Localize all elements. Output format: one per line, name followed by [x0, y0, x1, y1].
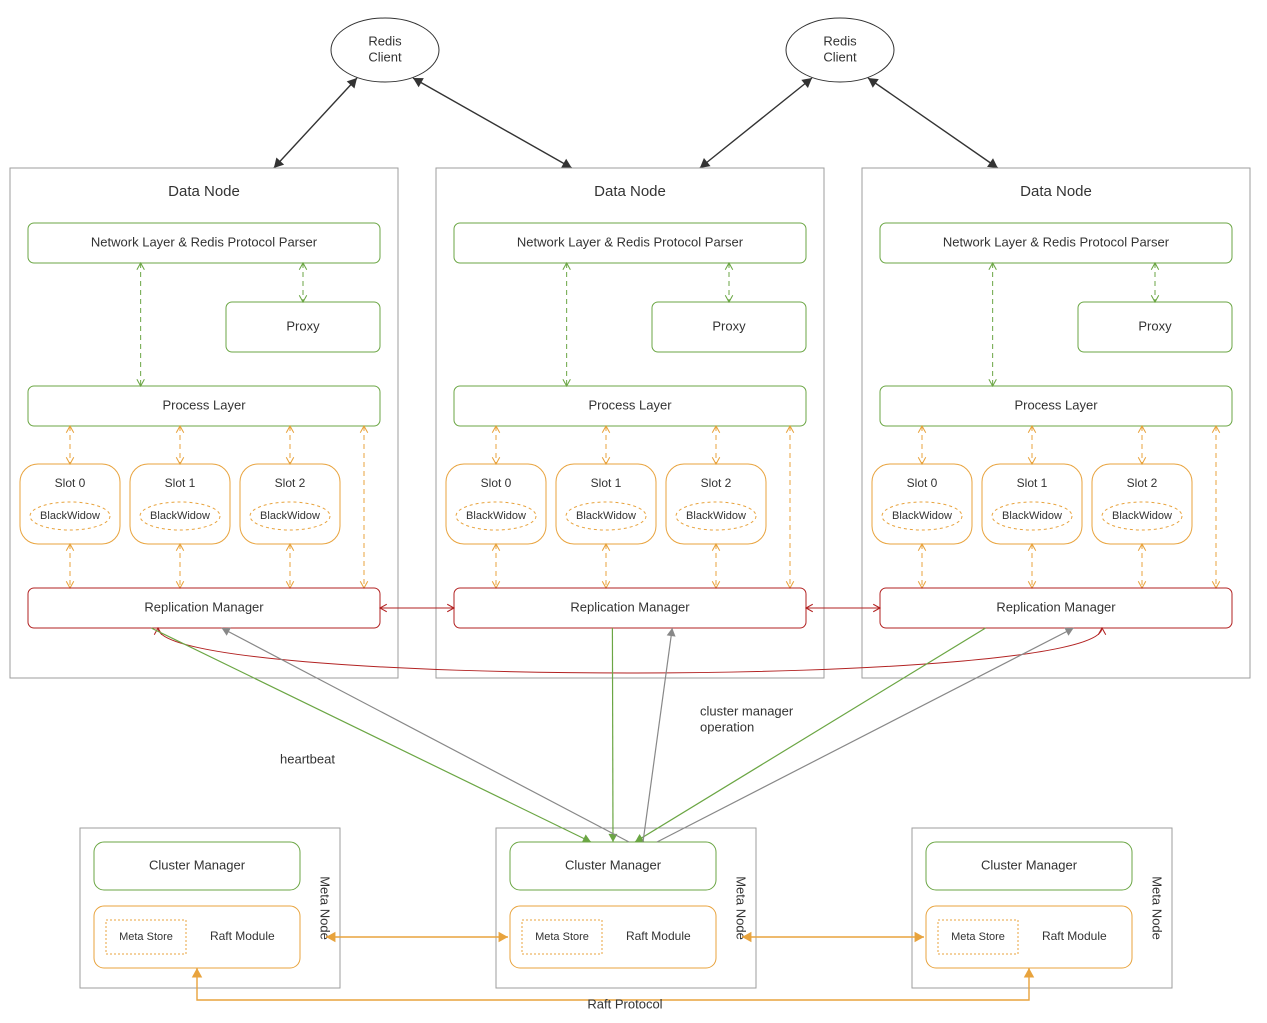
svg-text:Meta Node: Meta Node [1150, 876, 1165, 940]
svg-text:Data Node: Data Node [1020, 183, 1092, 200]
svg-text:BlackWidow: BlackWidow [686, 510, 746, 522]
svg-text:Cluster Manager: Cluster Manager [981, 857, 1078, 872]
svg-text:Replication Manager: Replication Manager [144, 599, 264, 614]
svg-text:Process Layer: Process Layer [588, 397, 672, 412]
svg-text:Redis: Redis [823, 33, 857, 48]
svg-text:Slot 2: Slot 2 [701, 476, 732, 490]
svg-text:operation: operation [700, 720, 754, 735]
svg-text:Replication Manager: Replication Manager [996, 599, 1116, 614]
svg-text:Meta Store: Meta Store [535, 931, 589, 943]
svg-text:BlackWidow: BlackWidow [1002, 510, 1062, 522]
svg-text:BlackWidow: BlackWidow [260, 510, 320, 522]
svg-text:Slot 0: Slot 0 [907, 476, 938, 490]
svg-text:Slot 1: Slot 1 [165, 476, 196, 490]
architecture-diagram: Redis Client Redis Client Data Node Network L… [0, 0, 1267, 1023]
svg-text:Meta Store: Meta Store [119, 931, 173, 943]
svg-text:Raft Module: Raft Module [1042, 929, 1107, 943]
svg-text:Raft Protocol: Raft Protocol [587, 996, 662, 1011]
svg-text:Meta Store: Meta Store [951, 931, 1005, 943]
svg-text:Slot 1: Slot 1 [1017, 476, 1048, 490]
svg-text:Slot 2: Slot 2 [1127, 476, 1158, 490]
svg-text:Replication Manager: Replication Manager [570, 599, 690, 614]
svg-text:Proxy: Proxy [712, 318, 746, 333]
svg-text:BlackWidow: BlackWidow [150, 510, 210, 522]
svg-text:Slot 2: Slot 2 [275, 476, 306, 490]
svg-text:BlackWidow: BlackWidow [1112, 510, 1172, 522]
svg-text:Cluster Manager: Cluster Manager [149, 857, 246, 872]
svg-text:Network Layer & Redis Protocol: Network Layer & Redis Protocol Parser [91, 234, 318, 249]
diagram-root: Redis Client Redis Client Data Node Network L… [0, 0, 1267, 1023]
svg-text:Meta Node: Meta Node [734, 876, 749, 940]
svg-text:Process Layer: Process Layer [162, 397, 246, 412]
svg-text:BlackWidow: BlackWidow [892, 510, 952, 522]
svg-text:BlackWidow: BlackWidow [576, 510, 636, 522]
svg-text:Slot 0: Slot 0 [55, 476, 86, 490]
svg-text:Data Node: Data Node [594, 183, 666, 200]
svg-text:Redis: Redis [368, 33, 402, 48]
svg-text:BlackWidow: BlackWidow [40, 510, 100, 522]
svg-text:Slot 0: Slot 0 [481, 476, 512, 490]
svg-text:Network Layer & Redis Protocol: Network Layer & Redis Protocol Parser [943, 234, 1170, 249]
svg-text:Process Layer: Process Layer [1014, 397, 1098, 412]
svg-text:Network Layer & Redis Protocol: Network Layer & Redis Protocol Parser [517, 234, 744, 249]
svg-text:Cluster Manager: Cluster Manager [565, 857, 662, 872]
svg-text:Client: Client [368, 50, 402, 65]
svg-text:Proxy: Proxy [1138, 318, 1172, 333]
svg-text:Proxy: Proxy [286, 318, 320, 333]
svg-text:cluster manager: cluster manager [700, 703, 794, 718]
svg-text:Raft Module: Raft Module [210, 929, 275, 943]
svg-text:Client: Client [823, 50, 857, 65]
svg-text:heartbeat: heartbeat [280, 751, 335, 766]
svg-text:Data Node: Data Node [168, 183, 240, 200]
svg-text:Meta Node: Meta Node [318, 876, 333, 940]
svg-text:Raft Module: Raft Module [626, 929, 691, 943]
svg-text:BlackWidow: BlackWidow [466, 510, 526, 522]
svg-text:Slot 1: Slot 1 [591, 476, 622, 490]
